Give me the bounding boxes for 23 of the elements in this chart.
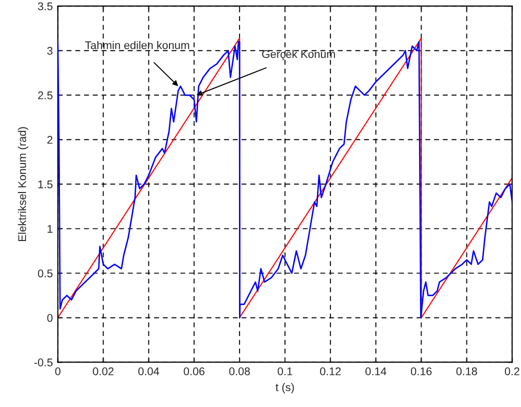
x-tick-label: 0.18 — [456, 367, 478, 376]
y-tick-label: 0.5 — [38, 269, 53, 278]
y-tick-label: -0.5 — [34, 358, 53, 366]
x-tick-label: 0.12 — [320, 367, 341, 376]
x-tick-label: 0.2 — [504, 367, 520, 376]
y-tick-label: 3.5 — [38, 2, 53, 10]
y-tick-label: 0 — [47, 314, 53, 322]
x-tick-label: 0.1 — [278, 367, 292, 376]
y-tick-label: 1.5 — [38, 180, 53, 188]
y-axis-title: Elektriksel Konum (rad) — [18, 127, 28, 241]
x-tick-label: 0.02 — [92, 367, 114, 376]
x-tick-label: 0.06 — [184, 367, 204, 376]
x-axis-title: t (s) — [276, 383, 294, 394]
x-tick-label: 0.16 — [410, 367, 432, 376]
x-tick-label: 0.08 — [229, 367, 250, 376]
annotation: Gerçek Konum — [262, 50, 335, 60]
y-tick-label: 2 — [47, 136, 52, 144]
y-tick-label: 1 — [48, 225, 52, 233]
x-tick-label: 0.04 — [138, 367, 160, 376]
x-tick-label: 0.14 — [365, 367, 386, 376]
x-tick-label: 0 — [55, 367, 60, 376]
y-tick-label: 2.5 — [38, 91, 53, 100]
y-tick-label: 3 — [47, 46, 52, 55]
